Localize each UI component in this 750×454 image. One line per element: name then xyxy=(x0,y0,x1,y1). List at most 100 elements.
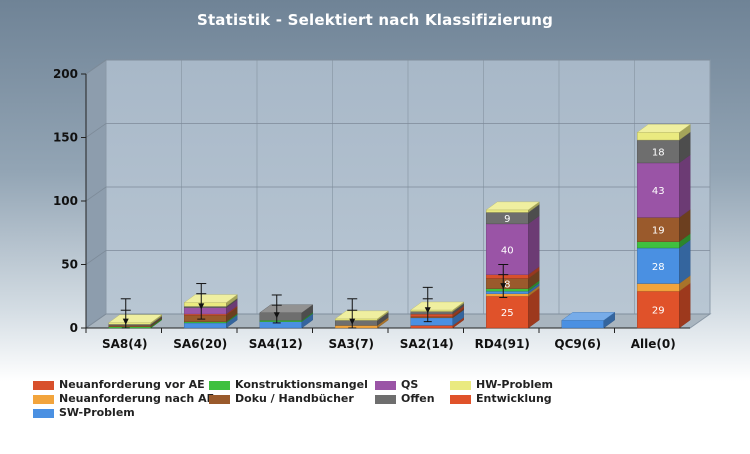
plot-walls xyxy=(84,59,712,329)
legend-swatch xyxy=(450,394,471,404)
bar-segment xyxy=(334,310,389,321)
bar-segment xyxy=(485,201,540,213)
legend-item: SW-Problem xyxy=(33,406,135,419)
bar-front xyxy=(410,325,453,329)
error-bar xyxy=(498,264,509,299)
bar-top xyxy=(561,312,616,321)
legend: Neuanforderung vor AE Konstruktionsmangel… xyxy=(33,378,733,422)
bar-front xyxy=(335,320,378,326)
bar-front xyxy=(259,312,302,321)
y-tick-label: 50 xyxy=(61,258,78,272)
data-label: 43 xyxy=(652,186,665,197)
error-center-marker xyxy=(273,312,280,319)
data-label: 8 xyxy=(504,280,510,291)
bar-front xyxy=(486,274,529,279)
bar-top xyxy=(485,201,540,211)
legend-label: Neuanforderung vor AE xyxy=(59,378,205,391)
bar-segment xyxy=(259,304,314,321)
legend-swatch xyxy=(33,394,54,404)
bar-front xyxy=(335,318,378,321)
x-tick-label: SA4(12) xyxy=(249,337,303,351)
bar-top xyxy=(259,304,314,313)
bar-side xyxy=(528,215,540,276)
h-gridline xyxy=(85,186,710,202)
legend-swatch xyxy=(209,394,230,404)
error-center-marker xyxy=(500,283,507,290)
bar-segment xyxy=(183,294,238,307)
legend-label: Entwicklung xyxy=(476,392,552,405)
bar-front xyxy=(486,209,529,213)
error-center-marker xyxy=(349,318,356,325)
legend-item: Konstruktionsmangel xyxy=(209,378,368,391)
bar-front xyxy=(108,322,151,325)
bar-front xyxy=(637,247,680,284)
x-tick-label: SA3(7) xyxy=(328,337,374,351)
legend-swatch xyxy=(375,394,396,404)
x-tick-label: SA2(14) xyxy=(400,337,454,351)
legend-label: Doku / Handbücher xyxy=(235,392,354,405)
data-label: 18 xyxy=(652,147,665,158)
y-tick-label: 0 xyxy=(70,321,78,335)
bar-front xyxy=(486,296,529,329)
bar-top xyxy=(183,294,238,303)
legend-swatch xyxy=(375,380,396,390)
legend-label: HW-Problem xyxy=(476,378,554,391)
data-label: 19 xyxy=(652,226,665,237)
legend-label: QS xyxy=(401,378,419,391)
legend-label: Neuanforderung nach AE xyxy=(59,392,215,405)
bar-top xyxy=(410,301,465,311)
bar-top xyxy=(108,314,163,323)
legend-item: Neuanforderung vor AE xyxy=(33,378,205,391)
bar-segment xyxy=(561,311,616,329)
error-bar xyxy=(347,298,358,329)
bar-front xyxy=(637,241,680,249)
bar-front xyxy=(410,313,453,317)
legend-swatch xyxy=(33,380,54,390)
bar-segment xyxy=(108,314,163,325)
bar-front xyxy=(184,315,227,322)
data-label: 29 xyxy=(652,306,665,317)
x-tick-label: SA8(4) xyxy=(102,337,148,351)
bar-front xyxy=(410,311,453,315)
x-tick-label: SA6(20) xyxy=(173,337,227,351)
legend-label: Offen xyxy=(401,392,435,405)
data-label: 40 xyxy=(501,245,514,256)
bar-side xyxy=(679,154,691,218)
error-bar xyxy=(422,286,433,323)
x-axis: SA8(4) SA6(20) SA4(12) SA3(7) SA2(14) RD4(91)… xyxy=(85,327,690,351)
bar-top xyxy=(636,124,691,133)
bar-segment xyxy=(410,301,465,312)
legend-swatch xyxy=(450,380,471,390)
error-center-marker xyxy=(122,318,129,325)
data-label: 9 xyxy=(504,214,510,225)
bar-front xyxy=(637,132,680,141)
legend-item: HW-Problem xyxy=(450,378,553,391)
bar-front xyxy=(486,293,529,297)
legend-item: QS xyxy=(375,378,418,391)
legend-swatch xyxy=(209,380,230,390)
bar-front xyxy=(561,320,604,329)
bar-front xyxy=(184,322,227,329)
error-bars xyxy=(120,264,509,329)
legend-item: Neuanforderung nach AE xyxy=(33,392,214,405)
y-tick-label: 150 xyxy=(53,131,78,145)
bar-front xyxy=(184,307,227,315)
x-tick-label: Alle(0) xyxy=(631,337,676,351)
bar-front xyxy=(184,302,227,307)
legend-label: Konstruktionsmangel xyxy=(235,378,368,391)
gridlines xyxy=(85,59,711,329)
bars xyxy=(108,124,691,329)
y-tick-label: 100 xyxy=(53,194,78,208)
bar-front xyxy=(486,290,529,294)
legend-item: Entwicklung xyxy=(450,392,552,405)
data-labels: 25 8 40 9 29 28 19 43 18 xyxy=(501,147,665,319)
legend-swatch xyxy=(33,408,54,418)
data-label: 25 xyxy=(501,308,514,319)
legend-item: Doku / Handbücher xyxy=(209,392,354,405)
bar-segment xyxy=(636,124,691,141)
bar-front xyxy=(637,283,680,292)
data-label: 28 xyxy=(652,262,665,273)
chart-title: Statistik - Selektiert nach Klassifizier… xyxy=(196,11,554,29)
